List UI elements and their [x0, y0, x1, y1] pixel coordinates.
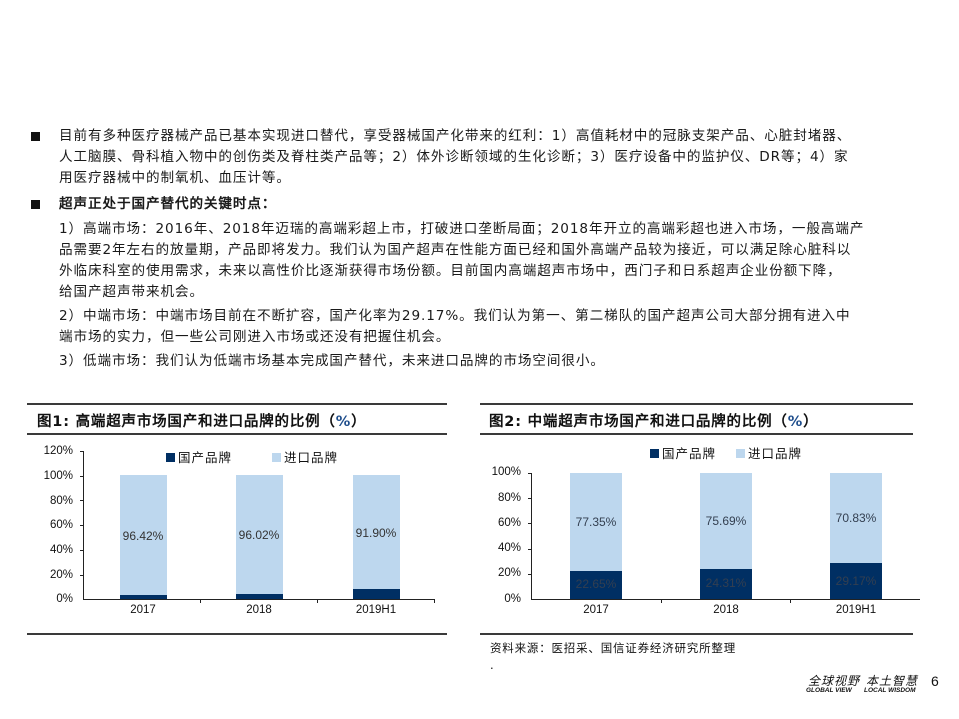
- footer-slogan-cn-1: 全球视野: [808, 674, 861, 688]
- legend-swatch-domestic: [650, 449, 659, 458]
- p2-line: 端市场的实力，但一些公司刚进入市场或还没有把握住机会。: [59, 329, 451, 345]
- legend-swatch-import: [271, 453, 281, 462]
- figure-1-bottom-rule: [27, 633, 447, 635]
- bullet-square-icon: [31, 132, 40, 141]
- bar-label-domestic-2018: 24.31%: [705, 576, 747, 590]
- figure-2-bottom-rule: [480, 633, 913, 635]
- y-tick-label: 80%: [49, 495, 73, 507]
- bar-import-2018: [700, 473, 752, 569]
- y-tick-label: 20%: [49, 569, 73, 581]
- y-tick: [80, 575, 84, 576]
- bullet1-line: 用医疗器械中的制氧机、血压计等。: [59, 170, 291, 186]
- y-tick-label: 40%: [49, 544, 73, 556]
- footer-slogan-en-1: GLOBAL VIEW: [806, 687, 852, 694]
- figure-1-top-rule: [27, 403, 447, 405]
- source-dot: .: [490, 658, 495, 672]
- footer-slogan-en-2: LOCAL WISDOM: [864, 687, 916, 694]
- y-tick-label: 60%: [49, 519, 73, 531]
- bar-label-domestic-2017: 22.65%: [575, 577, 617, 591]
- y-tick: [80, 550, 84, 551]
- legend-import-label: 进口品牌: [283, 450, 338, 465]
- y-tick-label: 0%: [504, 593, 521, 605]
- bar-domestic-2017: [120, 595, 167, 599]
- y-tick: [80, 500, 84, 501]
- bar-domestic-2018: [700, 569, 752, 599]
- x-category-label: 2017: [583, 604, 609, 616]
- legend-domestic-label: 国产品牌: [662, 446, 717, 461]
- x-category-label: 2018: [246, 604, 272, 616]
- bar-import-2019H1: [830, 473, 882, 563]
- p1-line: 外临床科室的使用需求，未来以高性价比逐渐获得市场份额。目前国内高端超声市场中，西…: [59, 263, 842, 279]
- y-tick-label: 40%: [497, 542, 521, 554]
- bullet1-line: 人工脑膜、骨科植入物中的创伤类及脊柱类产品等；2）体外诊断领域的生化诊断；3）医…: [59, 149, 849, 165]
- bullet1-line: 目前有多种医疗器械产品已基本实现进口替代，享受器械国产化带来的红利：1）高值耗材…: [59, 128, 852, 144]
- footer-slogan-cn-2: 本土智慧: [866, 674, 919, 688]
- y-tick-label: 20%: [497, 567, 521, 579]
- bar-label-domestic-2019H1: 29.17%: [835, 574, 877, 588]
- legend-domestic-label: 国产品牌: [178, 450, 233, 465]
- y-axis: [531, 473, 532, 599]
- bar-label-import-2018: 75.69%: [705, 514, 747, 528]
- x-tick: [790, 599, 791, 603]
- p1-line: 品需要2年左右的放量期，产品即将发力。我们认为国产超声在性能方面已经和国外高端产…: [59, 242, 852, 258]
- p1-line: 1）高端市场：2016年、2018年迈瑞的高端彩超上市，打破进口垄断局面；201…: [59, 221, 865, 237]
- y-tick: [80, 476, 84, 477]
- bullet2-heading: 超声正处于国产替代的关键时点：: [59, 196, 277, 212]
- y-tick: [528, 498, 532, 499]
- bar-label-import-2017: 96.42%: [122, 529, 164, 543]
- figure-1-title-rule: [27, 433, 447, 435]
- x-tick: [434, 599, 435, 603]
- legend-swatch-import: [735, 449, 745, 458]
- y-tick: [80, 451, 84, 452]
- bar-import-2017: [120, 475, 167, 595]
- figure-1-title: 图1: 高端超声市场国产和进口品牌的比例（%）: [37, 414, 367, 430]
- bar-label-import-2017: 77.35%: [575, 515, 617, 529]
- y-tick: [528, 549, 532, 550]
- p2-line: 2）中端市场：中端市场目前在不断扩容，国产化率为29.17%。我们认为第一、第二…: [59, 308, 851, 324]
- y-tick-label: 80%: [497, 492, 521, 504]
- x-category-label: 2019H1: [355, 604, 397, 616]
- y-tick-label: 100%: [491, 466, 521, 478]
- p1-line: 给国产超声带来机会。: [59, 284, 204, 300]
- y-tick-label: 100%: [43, 470, 73, 482]
- x-tick: [661, 599, 662, 603]
- x-tick: [317, 599, 318, 603]
- bar-domestic-2018: [236, 594, 283, 599]
- y-tick-label: 120%: [43, 445, 73, 457]
- p3-line: 3）低端市场：我们认为低端市场基本完成国产替代，未来进口品牌的市场空间很小。: [59, 353, 605, 369]
- figure-2-title-rule: [480, 433, 913, 435]
- x-axis: [531, 599, 920, 600]
- bar-import-2019H1: [353, 475, 400, 589]
- x-category-label: 2019H1: [835, 604, 877, 616]
- y-tick-label: 0%: [56, 593, 73, 605]
- bar-domestic-2019H1: [353, 589, 400, 599]
- figure-2-top-rule: [480, 403, 913, 405]
- legend-swatch-domestic: [166, 453, 175, 462]
- figure-2-legend: 国产品牌 进口品牌: [650, 443, 802, 462]
- x-category-label: 2018: [713, 604, 739, 616]
- source-note: 资料来源：医招采、国信证券经济研究所整理: [490, 641, 736, 655]
- bar-domestic-2017: [570, 571, 622, 599]
- y-tick: [528, 523, 532, 524]
- bar-label-import-2019H1: 91.90%: [355, 526, 397, 540]
- y-tick-label: 60%: [497, 517, 521, 529]
- legend-import-label: 进口品牌: [747, 446, 802, 461]
- y-tick: [528, 574, 532, 575]
- bar-domestic-2019H1: [830, 563, 882, 599]
- y-tick: [528, 473, 532, 474]
- x-axis: [83, 599, 434, 600]
- bullet-square-icon: [31, 200, 40, 209]
- x-tick: [200, 599, 201, 603]
- bar-import-2018: [236, 475, 283, 594]
- page-number: 6: [931, 673, 939, 689]
- y-tick: [80, 525, 84, 526]
- bar-label-import-2018: 96.02%: [238, 528, 280, 542]
- bar-import-2017: [570, 473, 622, 571]
- figure-2-title: 图2: 中端超声市场国产和进口品牌的比例（%）: [489, 414, 819, 430]
- bar-label-import-2019H1: 70.83%: [835, 511, 877, 525]
- figure-1-legend: 国产品牌 进口品牌: [166, 447, 338, 466]
- x-category-label: 2017: [130, 604, 156, 616]
